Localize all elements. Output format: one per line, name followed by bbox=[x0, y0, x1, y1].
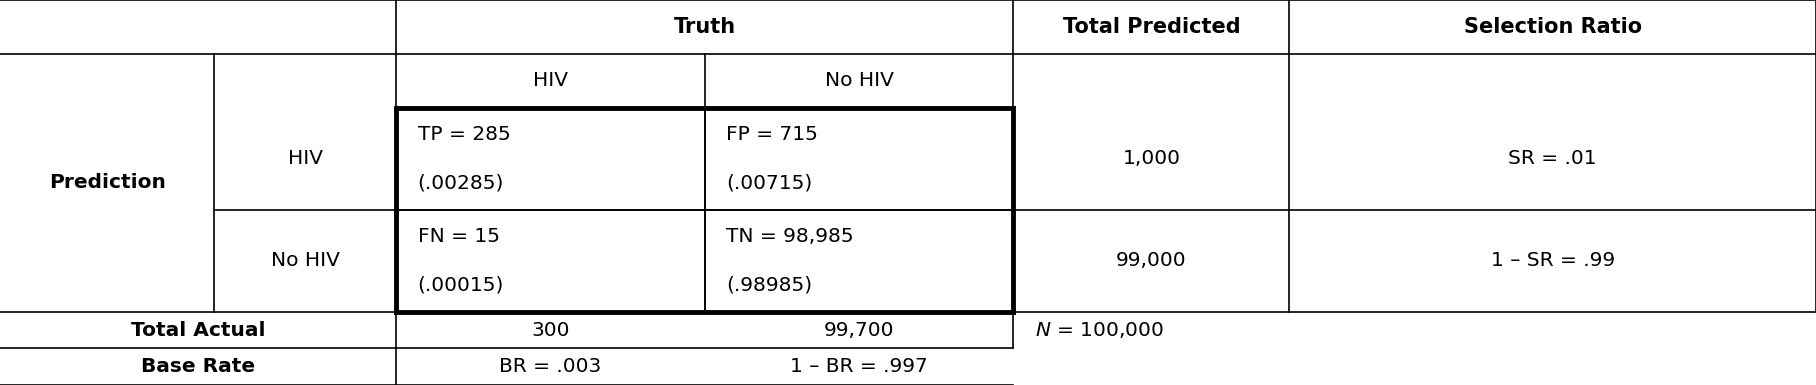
Text: FN = 15: FN = 15 bbox=[418, 228, 499, 246]
Text: (.98985): (.98985) bbox=[726, 275, 812, 294]
Text: 1 – BR = .997: 1 – BR = .997 bbox=[790, 357, 928, 376]
Text: Total Actual: Total Actual bbox=[131, 321, 265, 340]
Text: Base Rate: Base Rate bbox=[142, 357, 254, 376]
Text: 1,000: 1,000 bbox=[1122, 149, 1180, 168]
Text: No HIV: No HIV bbox=[271, 251, 340, 270]
Text: Truth: Truth bbox=[674, 17, 735, 37]
Text: Selection Ratio: Selection Ratio bbox=[1464, 17, 1642, 37]
Text: HIV: HIV bbox=[532, 71, 568, 90]
Text: FP = 715: FP = 715 bbox=[726, 126, 819, 144]
Text: (.00715): (.00715) bbox=[726, 173, 812, 192]
Text: $\it{N}$ = 100,000: $\it{N}$ = 100,000 bbox=[1035, 320, 1164, 340]
Text: TN = 98,985: TN = 98,985 bbox=[726, 228, 854, 246]
Text: No HIV: No HIV bbox=[824, 71, 893, 90]
Text: 99,000: 99,000 bbox=[1117, 251, 1186, 270]
Text: Prediction: Prediction bbox=[49, 173, 165, 192]
Text: SR = .01: SR = .01 bbox=[1509, 149, 1596, 168]
Text: 1 – SR = .99: 1 – SR = .99 bbox=[1491, 251, 1614, 270]
Text: (.00015): (.00015) bbox=[418, 275, 505, 294]
Text: 99,700: 99,700 bbox=[824, 321, 893, 340]
Text: Total Predicted: Total Predicted bbox=[1062, 17, 1240, 37]
Text: 300: 300 bbox=[530, 321, 570, 340]
Text: HIV: HIV bbox=[287, 149, 323, 168]
Text: TP = 285: TP = 285 bbox=[418, 126, 510, 144]
Text: (.00285): (.00285) bbox=[418, 173, 505, 192]
Text: BR = .003: BR = .003 bbox=[499, 357, 601, 376]
